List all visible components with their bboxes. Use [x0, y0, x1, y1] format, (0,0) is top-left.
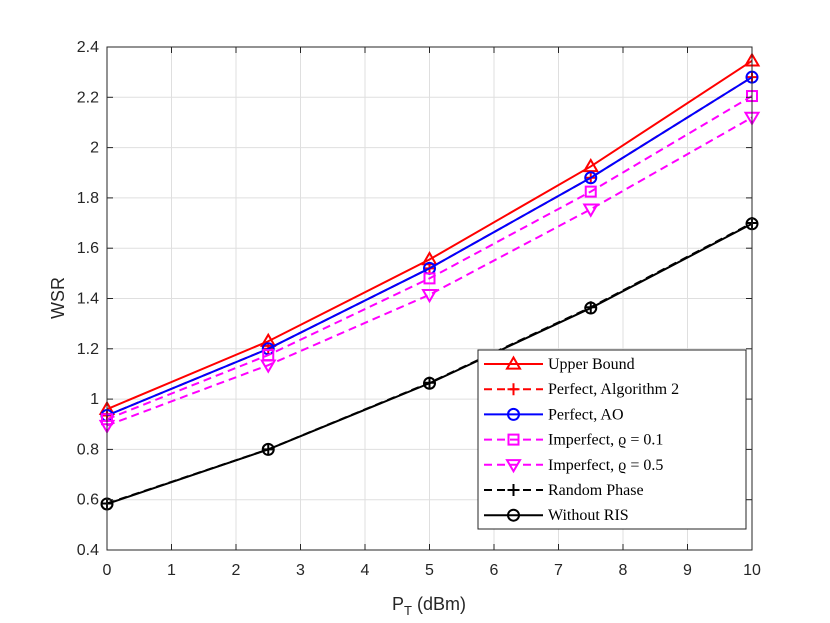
series-line [106, 95, 753, 421]
legend-item: Imperfect, ϱ = 0.1 [484, 432, 663, 449]
data-point-marker [423, 376, 436, 390]
x-tick-label: 3 [296, 562, 305, 579]
legend-marker [507, 508, 520, 522]
legend-label: Random Phase [548, 482, 644, 499]
legend-marker [507, 407, 520, 421]
series-line [106, 76, 753, 417]
legend-label: Upper Bound [548, 356, 635, 373]
x-axis-label-main: P [392, 594, 404, 614]
legend-item: Upper Bound [484, 355, 635, 373]
x-tick-label: 1 [167, 562, 176, 579]
legend-label: Imperfect, ϱ = 0.1 [548, 432, 663, 449]
legend-item: Perfect, AO [484, 406, 624, 423]
legend-item: Imperfect, ϱ = 0.5 [484, 457, 663, 474]
y-tick-label: 0.4 [77, 542, 99, 559]
y-tick-label: 2 [90, 140, 99, 157]
y-tick-label: 1.4 [77, 291, 99, 308]
data-point-marker [584, 301, 598, 315]
series-line [106, 222, 753, 505]
legend-label: Without RIS [548, 507, 629, 524]
legend: Upper Bound Perfect, Algorithm 2 Perfect, … [477, 349, 747, 530]
legend-item: Without RIS [484, 507, 629, 524]
x-tick-label: 5 [425, 562, 434, 579]
legend-label: Perfect, AO [548, 406, 624, 423]
data-point-marker [584, 171, 598, 185]
data-point-marker [260, 359, 277, 374]
x-tick-label: 4 [361, 562, 370, 579]
y-tick-label: 0.8 [77, 441, 99, 458]
legend-item: Perfect, Algorithm 2 [484, 381, 679, 398]
legend-marker [505, 459, 522, 474]
x-tick-label: 0 [103, 562, 112, 579]
legend-box [477, 349, 747, 530]
data-point-marker [261, 442, 275, 456]
legend-item: Random Phase [484, 482, 644, 499]
legend-marker [505, 355, 522, 370]
data-point-marker [582, 157, 599, 173]
x-tick-label: 10 [743, 562, 761, 579]
data-point-marker [582, 203, 599, 218]
x-tick-label: 6 [490, 562, 499, 579]
series-line [106, 59, 753, 411]
y-tick-label: 0.6 [77, 492, 99, 509]
x-tick-label: 8 [619, 562, 628, 579]
x-axis-label-unit: (dBm) [417, 594, 466, 614]
y-tick-label: 1.8 [77, 190, 99, 207]
y-tick-label: 2.2 [77, 89, 99, 106]
y-tick-label: 1.2 [77, 341, 99, 358]
data-point-marker [421, 289, 438, 304]
y-axis-label: WSR [48, 277, 68, 319]
data-point-marker [423, 272, 436, 285]
y-tick-label: 1.6 [77, 240, 99, 257]
series-line [106, 116, 753, 427]
x-tick-label: 9 [683, 562, 692, 579]
y-tick-label: 2.4 [77, 39, 99, 56]
x-tick-label: 2 [232, 562, 241, 579]
legend-label: Perfect, Algorithm 2 [548, 381, 679, 398]
legend-marker [507, 433, 520, 446]
data-point-marker [584, 185, 597, 198]
legend-items: Upper Bound Perfect, Algorithm 2 Perfect, … [484, 355, 679, 524]
legend-marker [507, 383, 520, 396]
x-axis-label-subscript: T [404, 603, 412, 618]
y-tick-label: 1 [90, 391, 99, 408]
series-layer [98, 52, 761, 511]
legend-label: Imperfect, ϱ = 0.5 [548, 457, 663, 474]
x-axis-label: PT (dBm) [392, 594, 466, 618]
x-tick-label: 7 [554, 562, 563, 579]
legend-marker [507, 484, 520, 496]
ticks: 0 1 2 3 4 5 6 7 8 9 10 0.4 0.6 0.8 1 1.2 1.4 1.6 1.8 2 2.2 2.… [77, 39, 761, 579]
